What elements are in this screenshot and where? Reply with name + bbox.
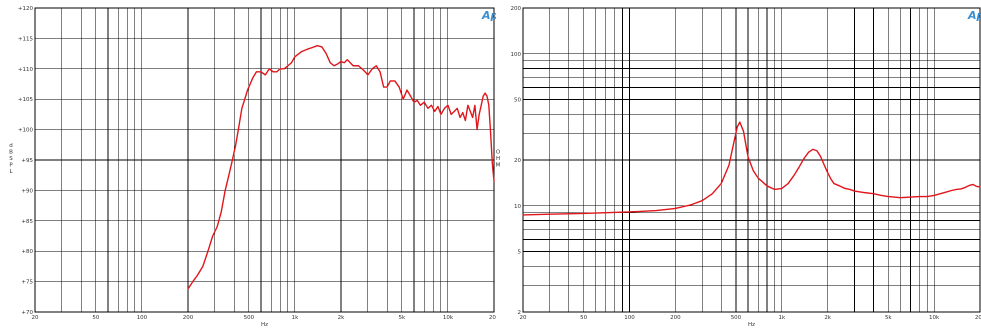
y-tick-label: 5: [518, 250, 522, 256]
y-tick-label: 20: [514, 158, 521, 164]
x-tick-label: 1k: [292, 315, 299, 321]
impedance-x-axis-label: Hz: [748, 322, 755, 328]
x-tick-label: 200: [183, 315, 194, 321]
impedance-svg: 2 5 10 20 50 100 200 20 50 100 200 500 1k 2k 5k 10k 20k H…: [496, 6, 981, 328]
x-tick-label: 500: [731, 315, 742, 321]
audio-precision-logo: Ap: [967, 9, 981, 22]
x-tick-label: 5k: [885, 315, 892, 321]
x-tick-label: 100: [624, 315, 635, 321]
impedance-chart: 2 5 10 20 50 100 200 20 50 100 200 500 1k 2k 5k 10k 20k H…: [496, 0, 981, 329]
x-tick-label: 100: [137, 315, 148, 321]
x-tick-label: 20: [520, 315, 527, 321]
spl-x-tick-labels: 20 50 100 200 500 1k 2k 5k 10k 20k: [32, 315, 497, 321]
y-tick-label: +120: [18, 6, 34, 12]
y-tick-label: +80: [21, 249, 33, 255]
impedance-plot-frame: [522, 7, 981, 313]
y-tick-label: +85: [21, 219, 33, 225]
y-tick-label: +105: [18, 97, 34, 103]
frequency-response-chart: +70 +75 +80 +85 +90 +95 +100 +105 +110 +115 +120 20…: [9, 6, 497, 328]
spl-grid: [34, 7, 495, 313]
y-tick-label: 200: [511, 6, 522, 12]
audio-precision-logo: Ap: [481, 9, 496, 22]
spl-x-axis-label: Hz: [261, 322, 268, 328]
impedance-y-tick-labels: 2 5 10 20 50 100 200: [511, 6, 522, 316]
y-tick-label: 2: [518, 310, 522, 316]
y-tick-label: +110: [18, 67, 34, 73]
x-tick-label: 10k: [929, 315, 940, 321]
x-tick-label: 200: [670, 315, 681, 321]
y-tick-label: 50: [514, 98, 521, 104]
x-tick-label: 2k: [824, 315, 831, 321]
x-tick-label: 20k: [975, 315, 981, 321]
frequency-response-svg: +70 +75 +80 +85 +90 +95 +100 +105 +110 +115 +120 20…: [9, 6, 497, 328]
y-tick-label: 10: [514, 204, 521, 210]
impedance-series-line: [522, 121, 981, 216]
x-tick-label: 2k: [338, 315, 345, 321]
spl-plot-frame: [34, 7, 495, 313]
y-tick-label: +75: [21, 280, 33, 286]
y-tick-label: +115: [18, 36, 34, 42]
y-tick-label: +95: [21, 158, 33, 164]
x-tick-label: 1k: [778, 315, 785, 321]
x-tick-label: 20: [32, 315, 39, 321]
y-tick-label: 100: [511, 52, 522, 58]
impedance-grid: [522, 7, 981, 313]
impedance-x-tick-labels: 20 50 100 200 500 1k 2k 5k 10k 20k: [520, 315, 981, 321]
y-tick-label: +90: [21, 188, 33, 194]
y-tick-label: +70: [21, 310, 33, 316]
x-tick-label: 50: [92, 315, 99, 321]
x-tick-label: 20k: [489, 315, 496, 321]
y-tick-label: +100: [18, 128, 34, 134]
spl-y-tick-labels: +70 +75 +80 +85 +90 +95 +100 +105 +110 +115 +120: [18, 6, 34, 316]
spl-series-line: [187, 45, 495, 290]
x-tick-label: 500: [244, 315, 255, 321]
x-tick-label: 50: [580, 315, 587, 321]
x-tick-label: 10k: [443, 315, 454, 321]
x-tick-label: 5k: [399, 315, 406, 321]
